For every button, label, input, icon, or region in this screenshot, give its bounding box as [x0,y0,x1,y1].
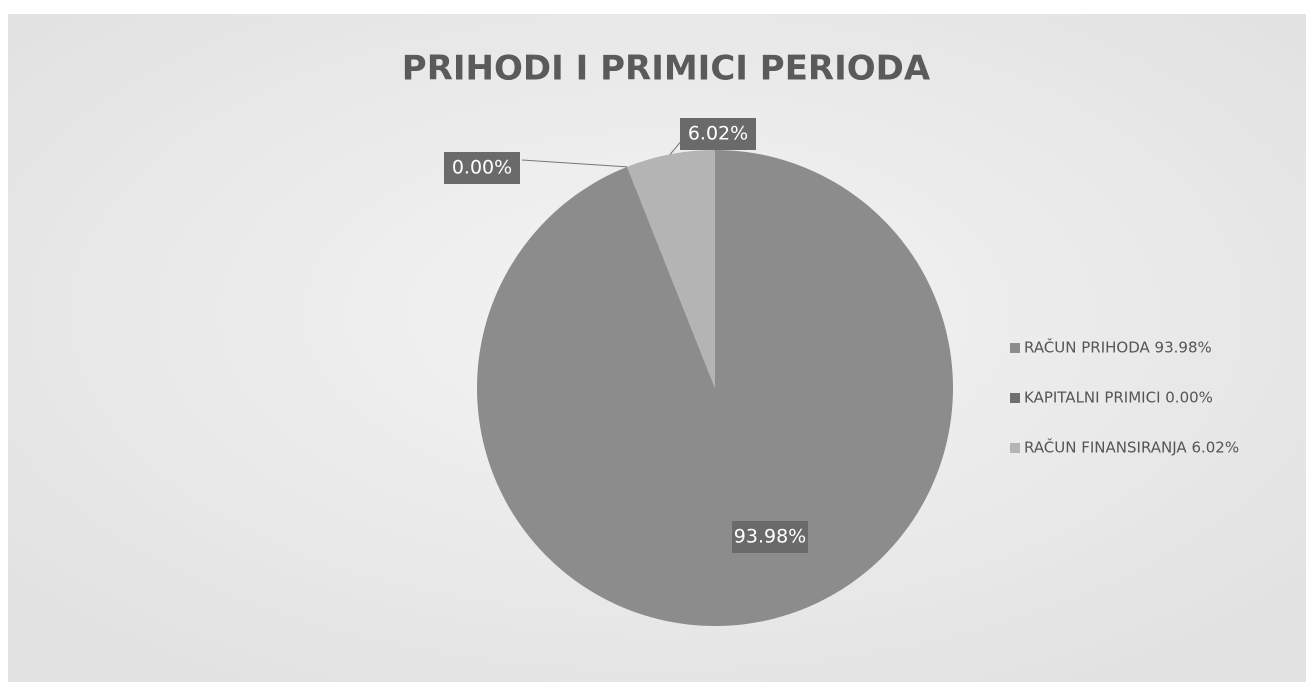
legend-swatch [1010,393,1020,403]
pie-slice [627,150,715,388]
legend-swatch [1010,443,1020,453]
legend-label: RAČUN FINANSIRANJA 6.02% [1024,438,1239,457]
legend-label: KAPITALNI PRIMICI 0.00% [1024,389,1213,407]
data-label-box [444,152,520,184]
legend-swatch [1010,343,1020,353]
leader-line [521,159,628,168]
data-label: 0.00% [452,157,512,179]
legend-label: RAČUN PRIHODA 93.98% [1024,338,1212,357]
data-label: 6.02% [688,123,748,145]
data-label-box [732,521,808,553]
data-label-box [680,118,756,150]
chart-title: PRIHODI I PRIMICI PERIODA [402,49,931,89]
data-label: 93.98% [734,526,806,548]
